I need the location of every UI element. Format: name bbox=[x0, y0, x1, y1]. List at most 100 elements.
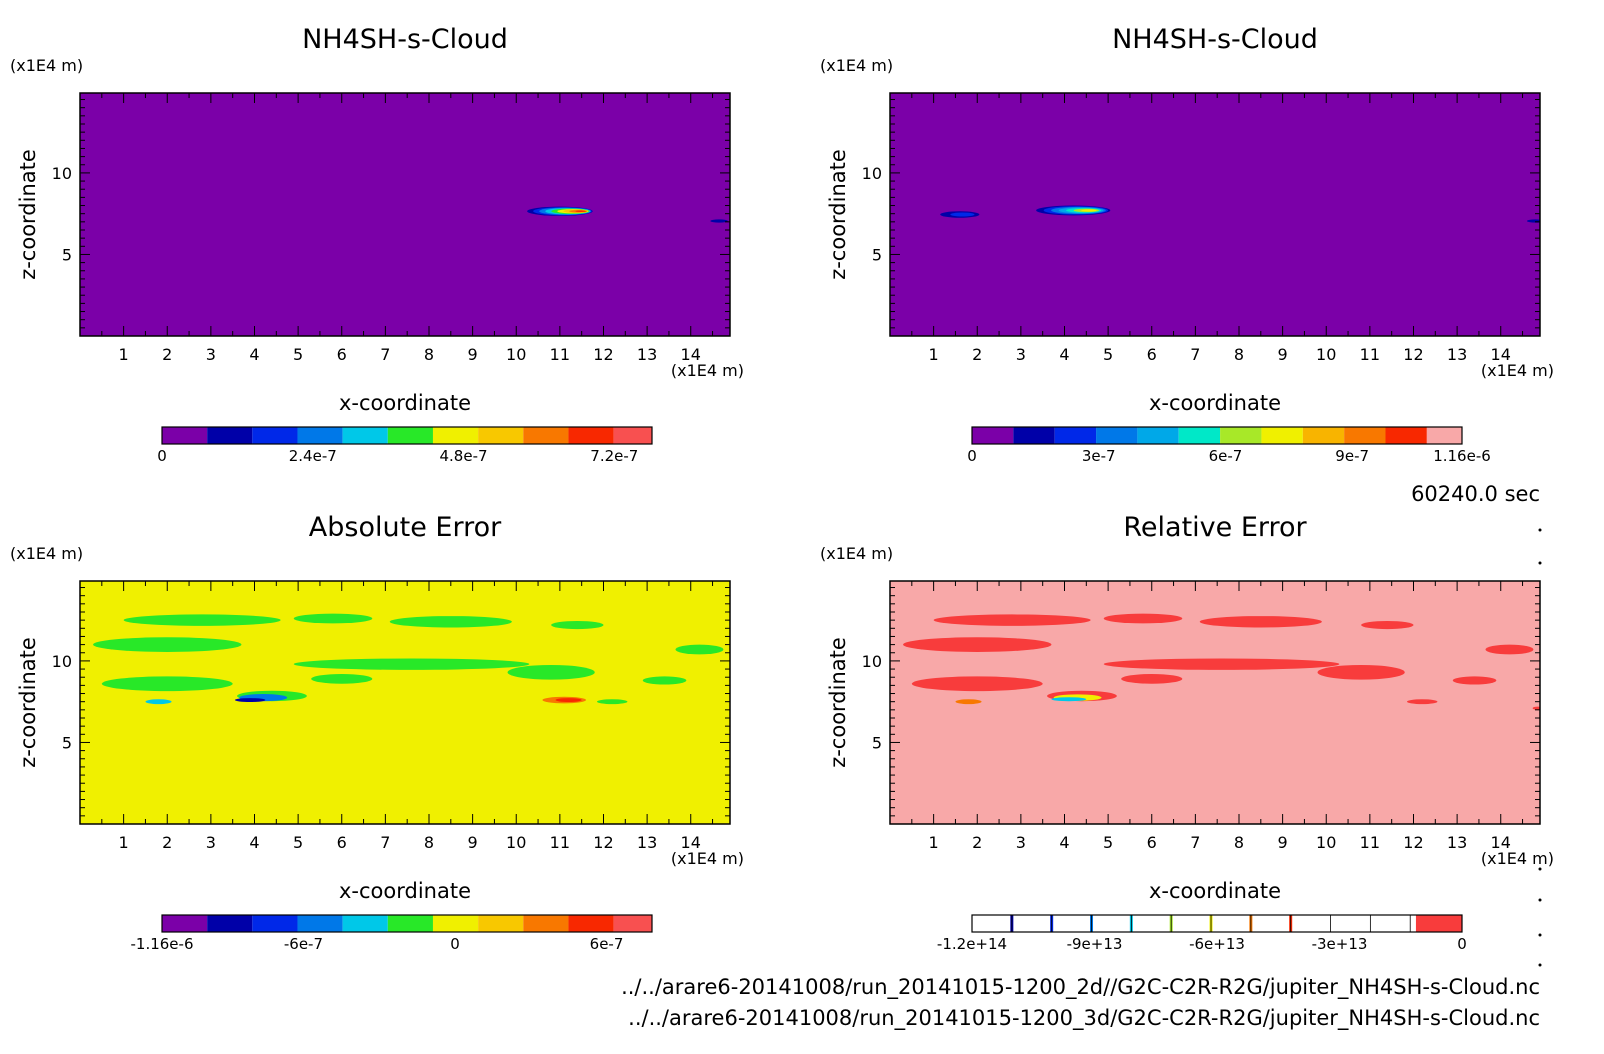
y-unit-label: (x1E4 m) bbox=[10, 56, 83, 75]
x-tick-label: 12 bbox=[593, 833, 613, 852]
y-tick-label: 10 bbox=[52, 652, 72, 671]
colorbar-frame bbox=[161, 426, 653, 445]
x-tick-label: 4 bbox=[1059, 345, 1069, 364]
x-tick-label: 2 bbox=[972, 833, 982, 852]
x-tick-label: 12 bbox=[593, 345, 613, 364]
x-tick-label: 11 bbox=[1360, 833, 1380, 852]
error-patch-3 bbox=[1103, 613, 1183, 624]
colorbar-frame bbox=[971, 914, 1463, 933]
x-unit-label: (x1E4 m) bbox=[1481, 361, 1554, 380]
colorbar-band bbox=[1415, 915, 1462, 932]
x-tick-label: 13 bbox=[1447, 345, 1467, 364]
cloud-contour-1-7 bbox=[1081, 209, 1097, 212]
colorbar-band bbox=[207, 915, 253, 932]
file-path-1: ../../arare6-20141008/run_20141015-1200_… bbox=[621, 975, 1540, 1000]
x-tick-label: 14 bbox=[681, 345, 701, 364]
colorbar-tick-label: -1.16e-6 bbox=[131, 935, 194, 953]
colorbar-tick-label: 4.8e-7 bbox=[440, 447, 488, 465]
colorbar-tick-label: -9e+13 bbox=[1067, 935, 1123, 953]
colorbar-frame bbox=[161, 914, 653, 933]
x-tick-label: 5 bbox=[1103, 833, 1113, 852]
colorbar-tick-label: 0 bbox=[157, 447, 167, 465]
plot-frame bbox=[889, 580, 1541, 825]
x-tick-label: 8 bbox=[424, 345, 434, 364]
x-tick-label: 4 bbox=[1059, 833, 1069, 852]
colorbar-band bbox=[297, 427, 343, 444]
y-axis-label: z-coordinate bbox=[826, 637, 850, 768]
colorbar-band bbox=[1137, 427, 1179, 444]
x-tick-label: 6 bbox=[1147, 345, 1157, 364]
x-tick-label: 1 bbox=[119, 345, 129, 364]
y-unit-label: (x1E4 m) bbox=[820, 544, 893, 563]
error-patch-9 bbox=[1121, 673, 1183, 684]
error-patch-16 bbox=[955, 699, 982, 705]
colorbar-band bbox=[1261, 427, 1303, 444]
y-axis-label: z-coordinate bbox=[16, 637, 40, 768]
error-patch-16 bbox=[145, 699, 172, 705]
error-patch-4 bbox=[1199, 616, 1322, 628]
error-patch-11 bbox=[642, 676, 687, 685]
colorbar-band bbox=[1178, 427, 1221, 444]
panel-2: NH4SH-s-Cloud(x1E4 m)(x1E4 m)1 2 3 4 5 6 7 8 9 10… bbox=[820, 24, 1554, 465]
x-tick-label: 4 bbox=[249, 345, 259, 364]
error-patch-7 bbox=[1317, 664, 1405, 680]
error-patch-3 bbox=[293, 613, 373, 624]
colorbar: 0 3e-7 6e-7 9e-7 1.16e-6 bbox=[967, 426, 1491, 465]
x-tick-label: 11 bbox=[1360, 345, 1380, 364]
colorbar-band bbox=[568, 427, 614, 444]
x-tick-label: 2 bbox=[162, 833, 172, 852]
colorbar-band bbox=[387, 427, 433, 444]
x-axis-label: x-coordinate bbox=[339, 391, 471, 415]
colorbar-band bbox=[252, 915, 298, 932]
colorbar-band bbox=[613, 427, 652, 444]
colorbar-tick-label: 0 bbox=[450, 935, 460, 953]
colorbar-band bbox=[478, 915, 524, 932]
panel-title: Absolute Error bbox=[309, 512, 502, 543]
panel-1: NH4SH-s-Cloud(x1E4 m)(x1E4 m)1 2 3 4 5 6 7 8 9 10… bbox=[10, 24, 744, 465]
file-path-2: ../../arare6-20141008/run_20141015-1200_… bbox=[628, 1006, 1540, 1031]
error-patch-4 bbox=[389, 616, 512, 628]
x-tick-label: 3 bbox=[206, 345, 216, 364]
error-patch-18 bbox=[555, 698, 582, 703]
x-tick-label: 5 bbox=[293, 833, 303, 852]
colorbar-band bbox=[613, 915, 652, 932]
x-tick-label: 2 bbox=[162, 345, 172, 364]
error-patch-5 bbox=[551, 620, 604, 630]
colorbar-band bbox=[972, 427, 1014, 444]
y-tick-label: 10 bbox=[862, 164, 882, 183]
colorbar-band bbox=[162, 427, 208, 444]
y-tick-label: 5 bbox=[62, 733, 72, 752]
colorbar-tick-label: 2.4e-7 bbox=[289, 447, 337, 465]
colorbar: -1.2e+14 -9e+13 -6e+13 -3e+13 0 bbox=[937, 914, 1467, 953]
colorbar-tick-label: 1.16e-6 bbox=[1433, 447, 1491, 465]
x-tick-label: 6 bbox=[337, 345, 347, 364]
error-patch-6 bbox=[293, 658, 530, 670]
error-patch-12 bbox=[596, 699, 628, 705]
colorbar-tick-label: -6e-7 bbox=[284, 935, 323, 953]
error-patch-9 bbox=[311, 673, 373, 684]
colorbar: -1.16e-6 -6e-7 0 6e-7 bbox=[131, 914, 653, 953]
colorbar-band bbox=[972, 915, 1462, 932]
colorbar-band bbox=[523, 915, 569, 932]
x-tick-label: 10 bbox=[506, 345, 526, 364]
y-tick-label: 10 bbox=[862, 652, 882, 671]
x-tick-label: 8 bbox=[424, 833, 434, 852]
colorbar-band bbox=[432, 915, 479, 932]
x-unit-label: (x1E4 m) bbox=[671, 361, 744, 380]
error-patch-2 bbox=[93, 637, 242, 652]
x-tick-label: 8 bbox=[1234, 833, 1244, 852]
x-tick-label: 14 bbox=[1491, 833, 1511, 852]
colorbar-tick-label: 0 bbox=[1457, 935, 1467, 953]
panel-title: Relative Error bbox=[1123, 512, 1307, 543]
colorbar-band bbox=[1344, 427, 1386, 444]
colorbar-tick-label: 6e-7 bbox=[590, 935, 624, 953]
x-tick-label: 12 bbox=[1403, 345, 1423, 364]
x-tick-label: 14 bbox=[681, 833, 701, 852]
x-tick-label: 1 bbox=[929, 833, 939, 852]
error-patch-17 bbox=[1532, 706, 1540, 710]
y-unit-label: (x1E4 m) bbox=[10, 544, 83, 563]
error-patch-10 bbox=[1485, 644, 1534, 655]
colorbar-band bbox=[1302, 427, 1345, 444]
panel-3: Absolute Error(x1E4 m)(x1E4 m)1 2 3 4 5 6 7 8 9 1… bbox=[10, 512, 744, 953]
